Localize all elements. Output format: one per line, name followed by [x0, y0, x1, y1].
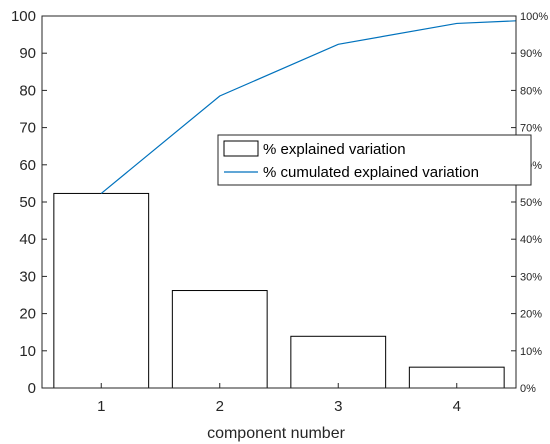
cumulative-line [100, 20, 517, 194]
y-tick-label: 70 [19, 120, 36, 137]
y2-tick-label: 80% [520, 85, 542, 97]
x-axis-title: component number [207, 425, 346, 442]
y2-tick-label: 30% [520, 271, 542, 283]
bars-layer [53, 192, 505, 389]
y2-tick-label: 50% [520, 197, 542, 209]
legend-box [217, 134, 532, 186]
y-tick-label: 30 [19, 268, 36, 285]
x-tick-label: 2 [216, 398, 224, 415]
y-tick-label: 50 [19, 194, 36, 211]
legend: % explained variation % cumulated explai… [217, 134, 532, 186]
y-tick-label: 60 [19, 157, 36, 174]
line-layer [100, 20, 517, 194]
bar-component-3 [290, 335, 387, 389]
x-tick-label: 3 [334, 398, 342, 415]
x-tick-label: 4 [453, 398, 461, 415]
legend-line-label: % cumulated explained variation [263, 164, 479, 181]
bar-component-1 [53, 192, 150, 389]
y-tick-label: 10 [19, 343, 36, 360]
y-tick-label: 100 [11, 8, 36, 25]
bar-component-2 [171, 290, 268, 389]
legend-bar-label: % explained variation [263, 141, 406, 158]
y-tick-label: 20 [19, 306, 36, 323]
y2-tick-label: 20% [520, 309, 542, 321]
y-tick-label: 0 [28, 380, 36, 397]
y-tick-label: 80 [19, 82, 36, 99]
y-tick-label: 90 [19, 45, 36, 62]
y2-tick-label: 10% [520, 346, 542, 358]
y2-tick-label: 70% [520, 123, 542, 135]
legend-bar-swatch [223, 140, 259, 157]
y2-tick-label: 40% [520, 234, 542, 246]
y2-tick-label: 0% [520, 383, 536, 395]
x-tick-label: 1 [97, 398, 105, 415]
y2-tick-label: 100% [520, 11, 548, 23]
y2-tick-label: 90% [520, 48, 542, 60]
y-tick-label: 40 [19, 231, 36, 248]
